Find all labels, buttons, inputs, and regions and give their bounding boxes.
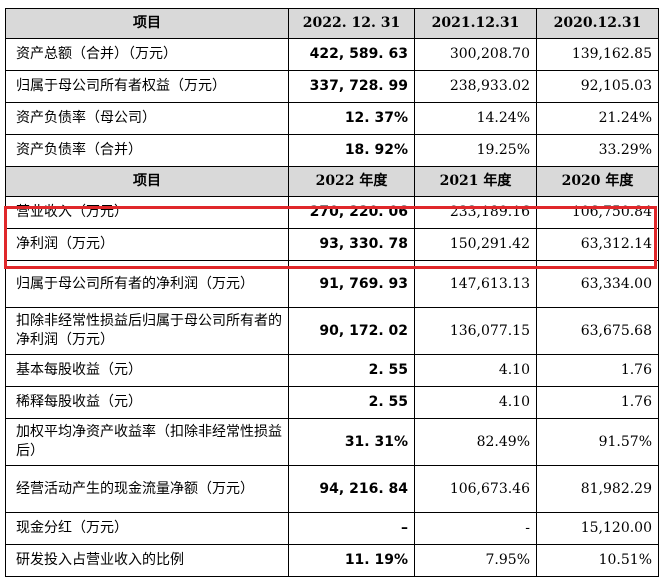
value-2021: 4.10 (414, 386, 537, 419)
value-2022: 337, 728. 99 (288, 70, 415, 103)
table-row: 稀释每股收益（元） 2. 55 4.10 1.76 (5, 386, 659, 419)
value-2020: 63,312.14 (536, 228, 659, 261)
table-row: 资产负债率（母公司） 12. 37% 14.24% 21.24% (5, 102, 659, 135)
header-col-2020: 2020.12.31 (536, 8, 659, 39)
value-2022: 270, 220. 06 (288, 196, 415, 229)
value-2021: 82.49% (414, 418, 537, 466)
value-2022: 2. 55 (288, 386, 415, 419)
header-col-2021: 2021 年度 (414, 166, 537, 197)
row-label: 现金分红（万元） (5, 512, 289, 545)
value-2021: 233,189.16 (414, 196, 537, 229)
value-2022: 422, 589. 63 (288, 38, 415, 71)
value-2022: 12. 37% (288, 102, 415, 135)
value-2022: 90, 172. 02 (288, 307, 415, 355)
row-label: 资产总额（合并）（万元） (5, 38, 289, 71)
header-row: 项目 2022 年度 2021 年度 2020 年度 (5, 166, 659, 197)
value-2021: 14.24% (414, 102, 537, 135)
value-2020: 15,120.00 (536, 512, 659, 545)
header-col-2021: 2021.12.31 (414, 8, 537, 39)
row-label: 加权平均净资产收益率（扣除非经常性损益后） (5, 418, 289, 466)
value-2020: 33.29% (536, 134, 659, 167)
table-row: 净利润（万元） 93, 330. 78 150,291.42 63,312.14 (5, 228, 659, 261)
value-2021: - (414, 512, 537, 545)
header-row: 项目 2022. 12. 31 2021.12.31 2020.12.31 (5, 8, 659, 39)
row-label: 净利润（万元） (5, 228, 289, 261)
value-2020: 81,982.29 (536, 465, 659, 513)
value-2021: 147,613.13 (414, 260, 537, 308)
value-2020: 10.51% (536, 544, 659, 577)
value-2022: 11. 19% (288, 544, 415, 577)
value-2020: 21.24% (536, 102, 659, 135)
value-2022: 31. 31% (288, 418, 415, 466)
value-2022: 91, 769. 93 (288, 260, 415, 308)
table-row: 资产负债率（合并） 18. 92% 19.25% 33.29% (5, 134, 659, 167)
row-label: 经营活动产生的现金流量净额（万元） (5, 465, 289, 513)
table-row: 研发投入占营业收入的比例 11. 19% 7.95% 10.51% (5, 544, 659, 577)
row-label: 资产负债率（合并） (5, 134, 289, 167)
value-2020: 63,675.68 (536, 307, 659, 355)
row-label: 资产负债率（母公司） (5, 102, 289, 135)
table-row: 加权平均净资产收益率（扣除非经常性损益后） 31. 31% 82.49% 91.… (5, 418, 659, 466)
value-2020: 63,334.00 (536, 260, 659, 308)
value-2020: 1.76 (536, 386, 659, 419)
value-2022: 93, 330. 78 (288, 228, 415, 261)
row-label: 归属于母公司所有者的净利润（万元） (5, 260, 289, 308)
value-2021: 300,208.70 (414, 38, 537, 71)
row-label: 研发投入占营业收入的比例 (5, 544, 289, 577)
value-2021: 7.95% (414, 544, 537, 577)
table-row: 经营活动产生的现金流量净额（万元） 94, 216. 84 106,673.46… (5, 465, 659, 513)
table-row: 营业收入（万元） 270, 220. 06 233,189.16 106,750… (5, 196, 659, 229)
table-row: 归属于母公司所有者的净利润（万元） 91, 769. 93 147,613.13… (5, 260, 659, 308)
value-2020: 91.57% (536, 418, 659, 466)
table-row: 现金分红（万元） – - 15,120.00 (5, 512, 659, 545)
value-2022: 2. 55 (288, 354, 415, 387)
table-row: 基本每股收益（元） 2. 55 4.10 1.76 (5, 354, 659, 387)
financial-table: 项目 2022. 12. 31 2021.12.31 2020.12.31 资产… (5, 8, 659, 577)
value-2020: 92,105.03 (536, 70, 659, 103)
value-2021: 4.10 (414, 354, 537, 387)
value-2021: 238,933.02 (414, 70, 537, 103)
header-col-2022: 2022. 12. 31 (288, 8, 415, 39)
row-label: 基本每股收益（元） (5, 354, 289, 387)
value-2020: 139,162.85 (536, 38, 659, 71)
value-2020: 106,750.84 (536, 196, 659, 229)
table-row: 资产总额（合并）（万元） 422, 589. 63 300,208.70 139… (5, 38, 659, 71)
row-label: 扣除非经常性损益后归属于母公司所有者的净利润（万元） (5, 307, 289, 355)
table-row: 归属于母公司所有者权益（万元） 337, 728. 99 238,933.02 … (5, 70, 659, 103)
table-row: 扣除非经常性损益后归属于母公司所有者的净利润（万元） 90, 172. 02 1… (5, 307, 659, 355)
value-2021: 136,077.15 (414, 307, 537, 355)
header-col-2022: 2022 年度 (288, 166, 415, 197)
row-label: 稀释每股收益（元） (5, 386, 289, 419)
header-item: 项目 (5, 166, 289, 197)
value-2022: 18. 92% (288, 134, 415, 167)
value-2021: 150,291.42 (414, 228, 537, 261)
value-2022: – (288, 512, 415, 545)
value-2020: 1.76 (536, 354, 659, 387)
row-label: 归属于母公司所有者权益（万元） (5, 70, 289, 103)
value-2021: 19.25% (414, 134, 537, 167)
value-2021: 106,673.46 (414, 465, 537, 513)
header-col-2020: 2020 年度 (536, 166, 659, 197)
row-label: 营业收入（万元） (5, 196, 289, 229)
header-item: 项目 (5, 8, 289, 39)
value-2022: 94, 216. 84 (288, 465, 415, 513)
